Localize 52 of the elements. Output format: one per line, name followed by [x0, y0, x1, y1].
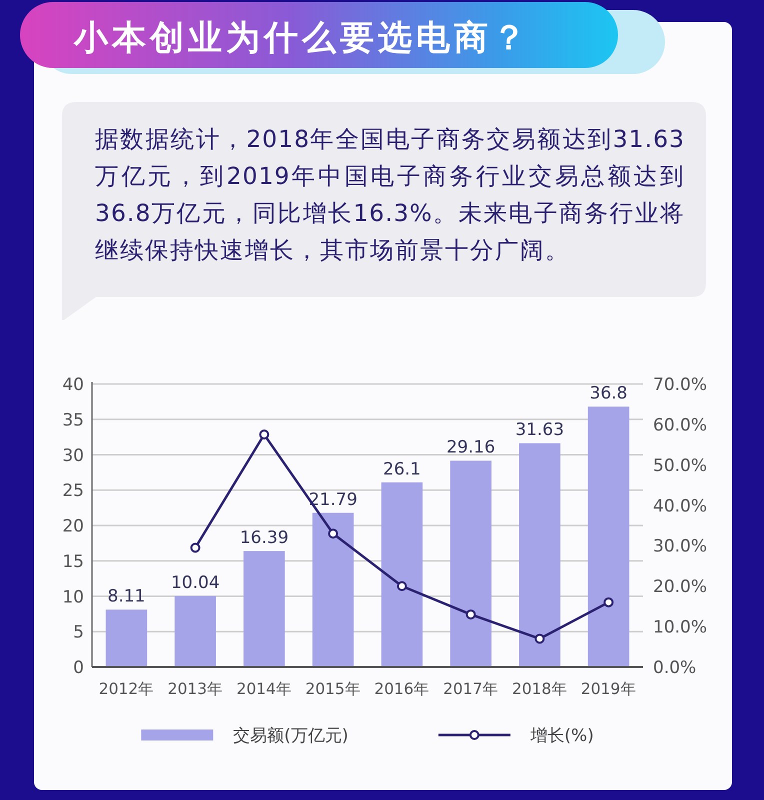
bar	[312, 512, 354, 667]
legend-label: 交易额(万亿元)	[233, 726, 348, 746]
text: 据数据统计，2018年全国电子商务交易额达到31.63万亿元，到2019年中国电子商务行业交易总额达到36.8万亿元，同比增长16.3%。未来电子商务行业将继续保持快速增长，其市场前景十分广阔。	[95, 124, 685, 266]
data-label: 8.11	[108, 586, 146, 607]
y-tick-label: 25	[62, 481, 84, 502]
point	[396, 581, 407, 592]
point	[259, 430, 270, 440]
bar	[588, 406, 630, 667]
y-tick-label: 0	[73, 658, 84, 678]
x-tick-label: 2015年	[305, 680, 361, 698]
y2-tick-label: 20.0%	[653, 577, 708, 598]
y2-tick-label: 30.0%	[653, 536, 708, 557]
bar	[381, 482, 423, 667]
x-tick-label: 2019年	[580, 680, 636, 698]
data-label: 16.39	[240, 528, 289, 548]
data-label: 29.16	[446, 438, 496, 458]
legend-label: 增长(%)	[529, 726, 594, 746]
point	[190, 542, 200, 553]
data-label: 21.79	[308, 490, 358, 510]
y2-tick-label: 60.0%	[653, 415, 708, 436]
y-tick-label: 20	[62, 516, 84, 536]
y2-tick-label: 0.0%	[653, 658, 696, 678]
y-tick-label: 5	[73, 622, 84, 643]
y-tick-label: 15	[62, 552, 84, 572]
y2-tick-label: 10.0%	[653, 618, 708, 638]
point	[604, 597, 614, 608]
data-label: 36.8	[590, 384, 628, 404]
x-tick-label: 2012年	[98, 680, 154, 698]
y-tick-label: 35	[62, 410, 84, 430]
data-label: 26.1	[383, 459, 421, 480]
y2-tick-label: 50.0%	[653, 456, 708, 476]
point	[466, 609, 476, 620]
x-tick-label: 2017年	[443, 680, 499, 698]
bar	[174, 596, 216, 667]
y2-tick-label: 70.0%	[653, 375, 708, 395]
bar	[244, 551, 285, 667]
x-tick-label: 2013年	[168, 680, 224, 698]
bar	[519, 443, 560, 667]
x-tick-label: 2016年	[374, 680, 430, 698]
y-tick-label: 10	[62, 587, 84, 608]
point	[328, 528, 338, 539]
y-tick-label: 30	[62, 446, 84, 466]
x-tick-label: 2018年	[512, 680, 568, 698]
point	[534, 634, 545, 644]
data-label: 31.63	[515, 420, 564, 440]
y2-tick-label: 40.0%	[653, 496, 708, 516]
data-label: 10.04	[170, 572, 220, 593]
y-tick-label: 40	[62, 375, 84, 395]
bar	[450, 460, 492, 667]
bar	[106, 610, 148, 667]
x-tick-label: 2014年	[236, 680, 292, 698]
chart-title: 小本创业为什么要选电商？	[73, 18, 530, 58]
